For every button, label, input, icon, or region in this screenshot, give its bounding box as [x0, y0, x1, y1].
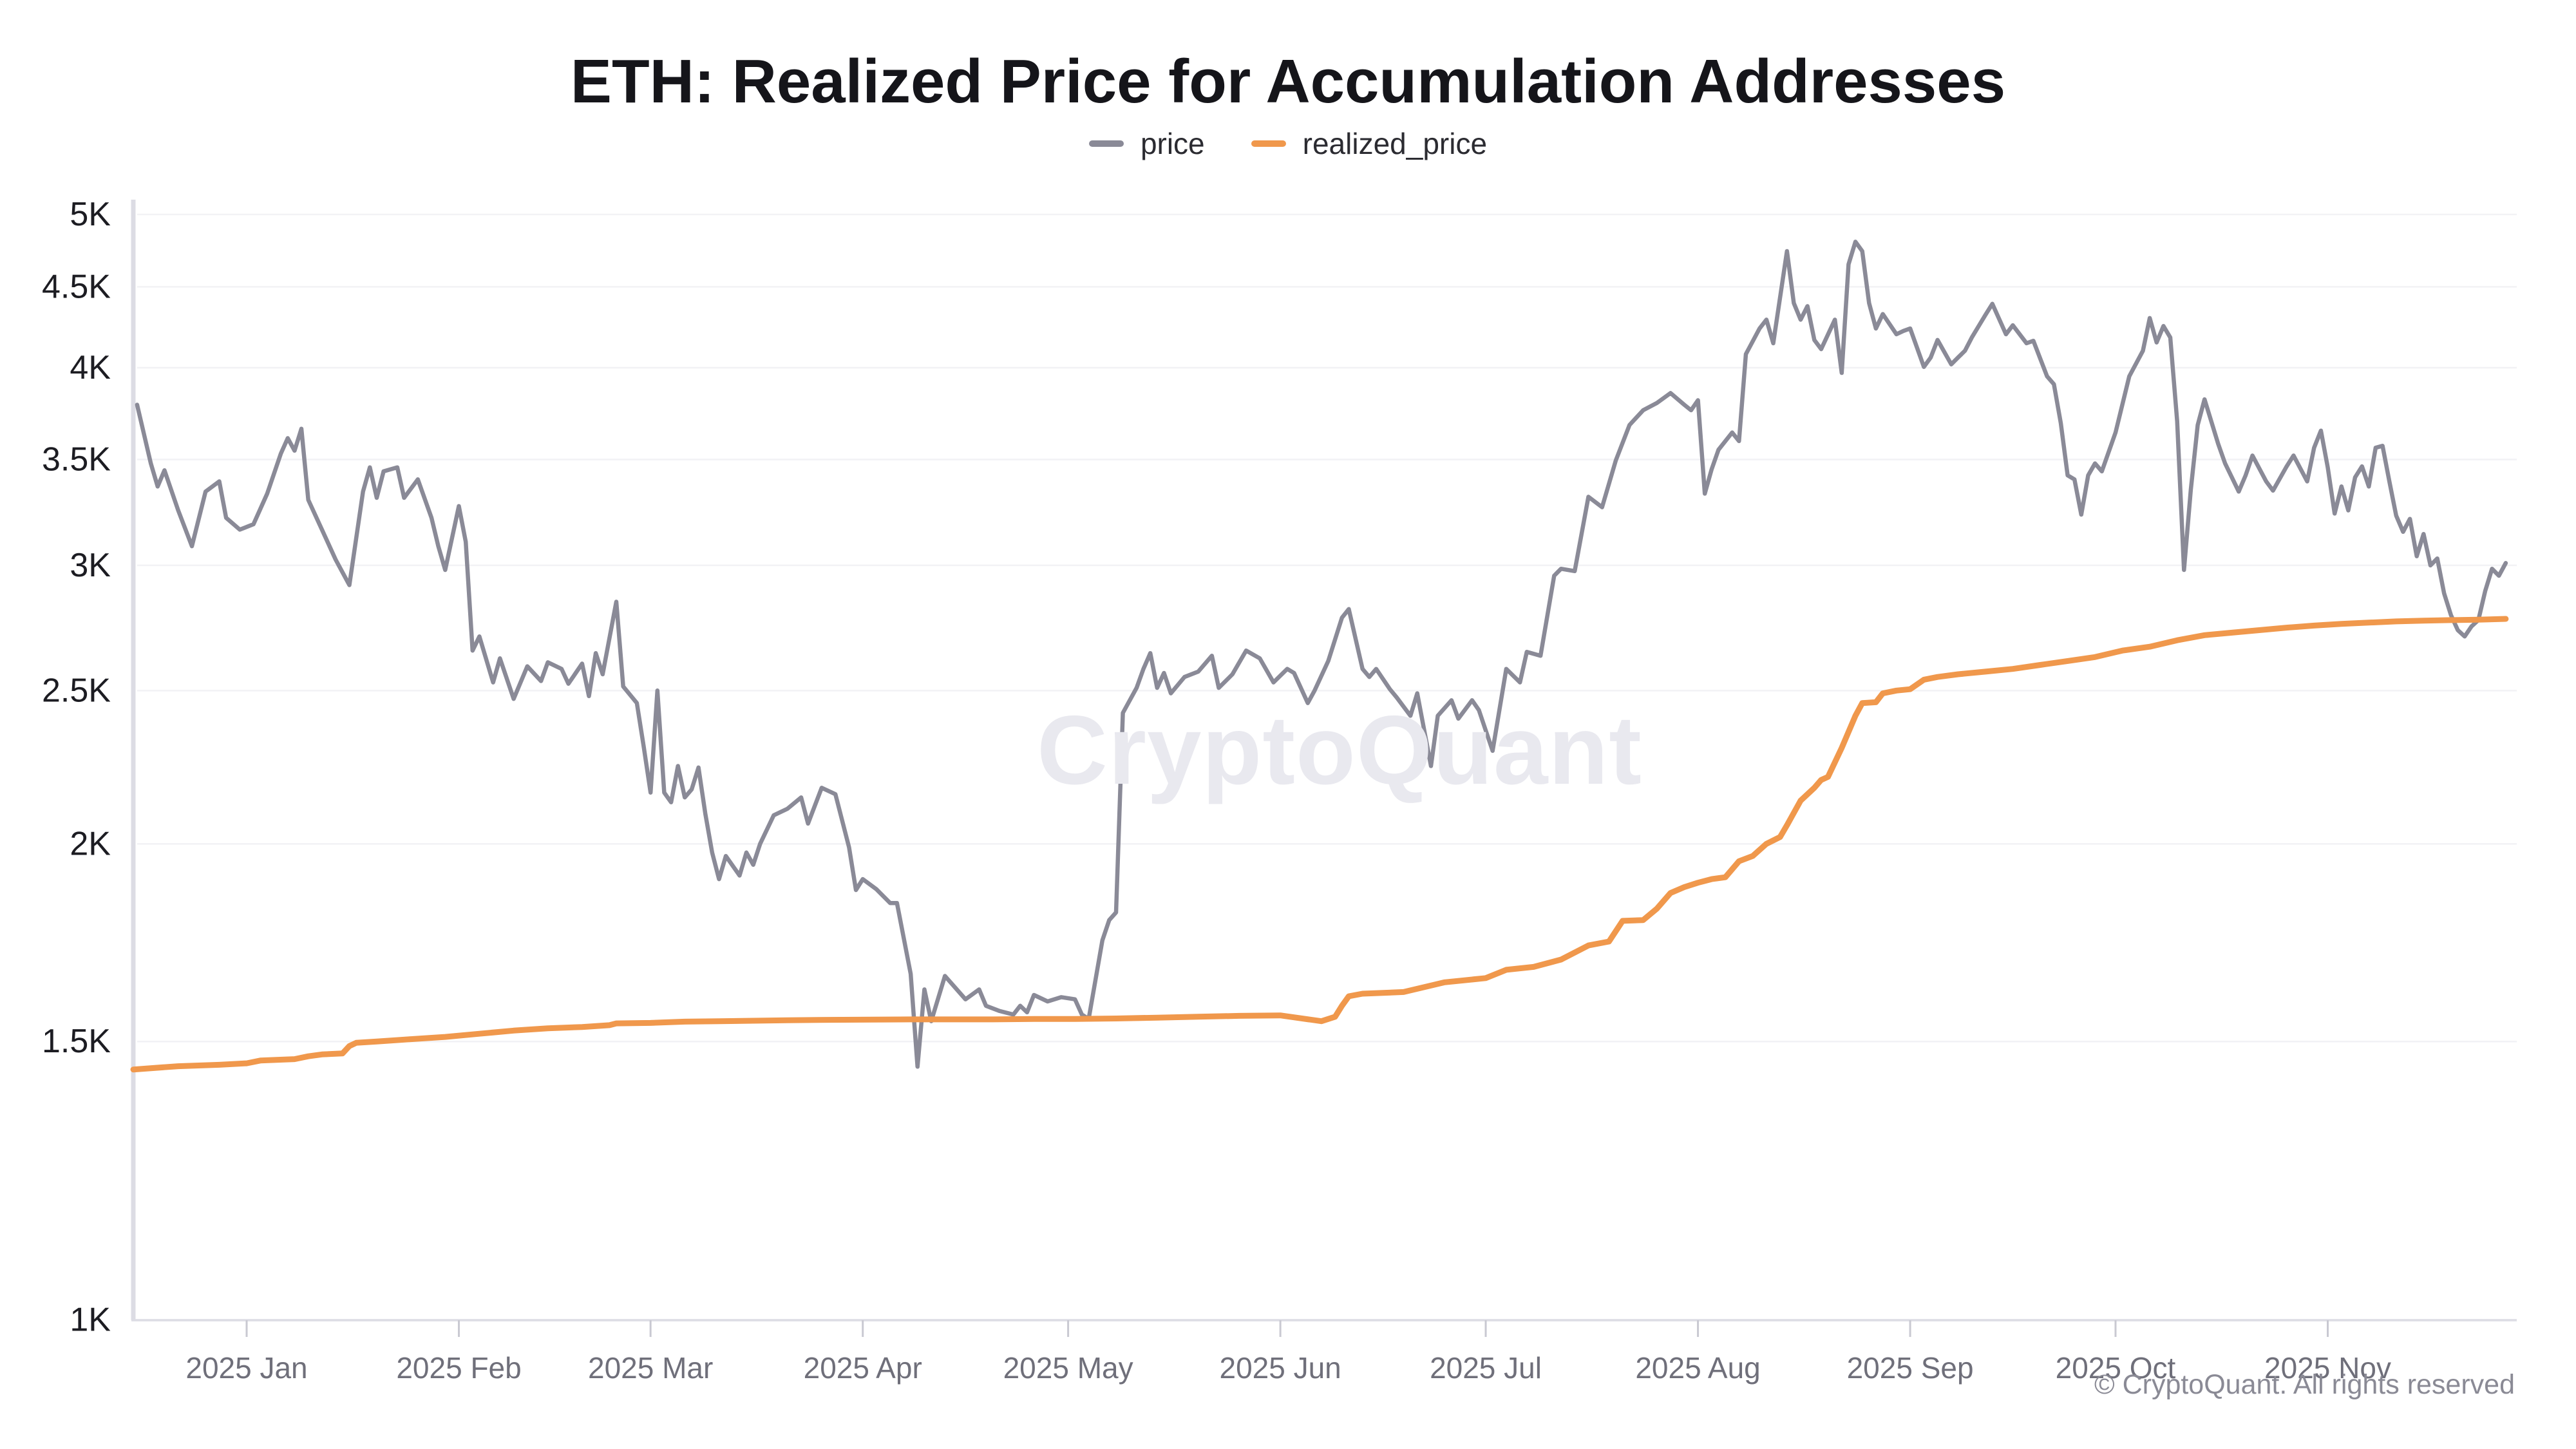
legend-label-realized-price: realized_price	[1302, 127, 1488, 160]
x-axis-label-2025 Jan: 2025 Jan	[185, 1351, 307, 1385]
x-axis-label-2025 Nov: 2025 Nov	[2264, 1351, 2391, 1385]
x-axis-label-2025 Apr: 2025 Apr	[804, 1351, 922, 1385]
realized-price-series-swatch-icon	[1251, 140, 1286, 147]
x-axis-label-2025 Sep: 2025 Sep	[1847, 1351, 1974, 1385]
copyright-notice: © CryptoQuant. All rights reserved	[2094, 1369, 2515, 1400]
legend-label-price: price	[1140, 127, 1205, 160]
y-axis-label-4.5K: 4.5K	[42, 268, 111, 305]
series-line-realized_price	[130, 616, 2509, 1073]
x-axis-label-2025 Oct: 2025 Oct	[2056, 1351, 2176, 1385]
x-axis-label-2025 Aug: 2025 Aug	[1635, 1351, 1760, 1385]
y-axis-label-3.5K: 3.5K	[42, 440, 111, 478]
series-line-price	[135, 240, 2508, 1069]
legend-item-price[interactable]: price	[1088, 126, 1205, 161]
y-axis-label-2K: 2K	[70, 825, 111, 862]
legend: price realized_price	[0, 126, 2576, 161]
chart-title: ETH: Realized Price for Accumulation Add…	[570, 47, 2006, 116]
y-axis-label-4K: 4K	[70, 349, 111, 386]
y-axis-label-5K: 5K	[70, 196, 111, 233]
x-axis-label-2025 May: 2025 May	[1003, 1351, 1133, 1385]
legend-item-realized-price[interactable]: realized_price	[1251, 126, 1487, 161]
x-axis-label-2025 Feb: 2025 Feb	[396, 1351, 521, 1385]
price-series-swatch-icon	[1088, 140, 1124, 147]
y-axis-label-2.5K: 2.5K	[42, 672, 111, 709]
y-axis-label-1.5K: 1.5K	[42, 1023, 111, 1060]
x-axis-label-2025 Jun: 2025 Jun	[1219, 1351, 1341, 1385]
x-axis-label-2025 Mar: 2025 Mar	[588, 1351, 713, 1385]
y-axis-label-1K: 1K	[70, 1302, 111, 1339]
x-axis-label-2025 Jul: 2025 Jul	[1430, 1351, 1542, 1385]
y-axis-label-3K: 3K	[70, 547, 111, 584]
